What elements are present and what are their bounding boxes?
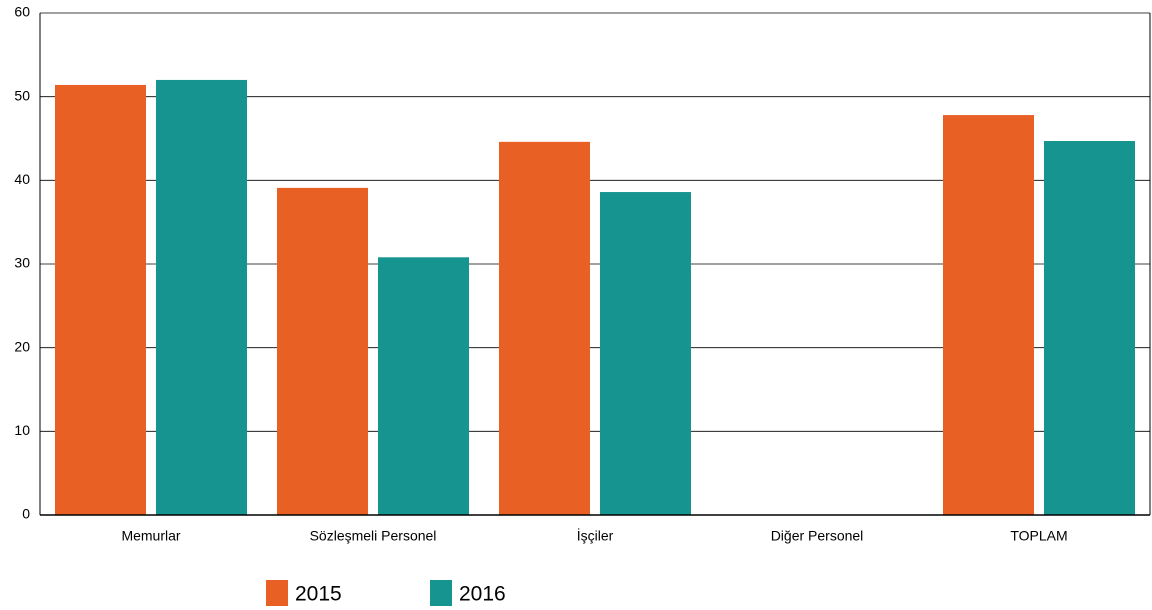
bar	[277, 187, 368, 515]
y-tick-label: 20	[14, 338, 30, 354]
legend-text: 2015	[295, 583, 342, 606]
legend-text: 2016	[459, 583, 506, 606]
y-tick-label: 40	[14, 171, 30, 187]
x-tick-label: Sözleşmeli Personel	[310, 528, 437, 544]
legend-swatch	[266, 580, 288, 606]
y-tick-label: 30	[14, 255, 30, 271]
x-tick-label: TOPLAM	[1010, 528, 1067, 544]
y-tick-label: 10	[14, 422, 30, 438]
bar	[55, 84, 146, 515]
bar	[943, 115, 1034, 515]
bar	[378, 257, 469, 515]
bar	[156, 79, 247, 515]
y-tick-label: 50	[14, 87, 30, 103]
y-tick-label: 0	[22, 506, 30, 522]
bar	[600, 192, 691, 515]
y-tick-label: 60	[14, 4, 30, 20]
bar	[499, 141, 590, 515]
bar	[1044, 141, 1135, 515]
x-tick-label: Diğer Personel	[771, 528, 864, 544]
x-tick-label: İşçiler	[577, 527, 614, 544]
x-tick-label: Memurlar	[121, 528, 180, 544]
legend-swatch	[430, 580, 452, 606]
